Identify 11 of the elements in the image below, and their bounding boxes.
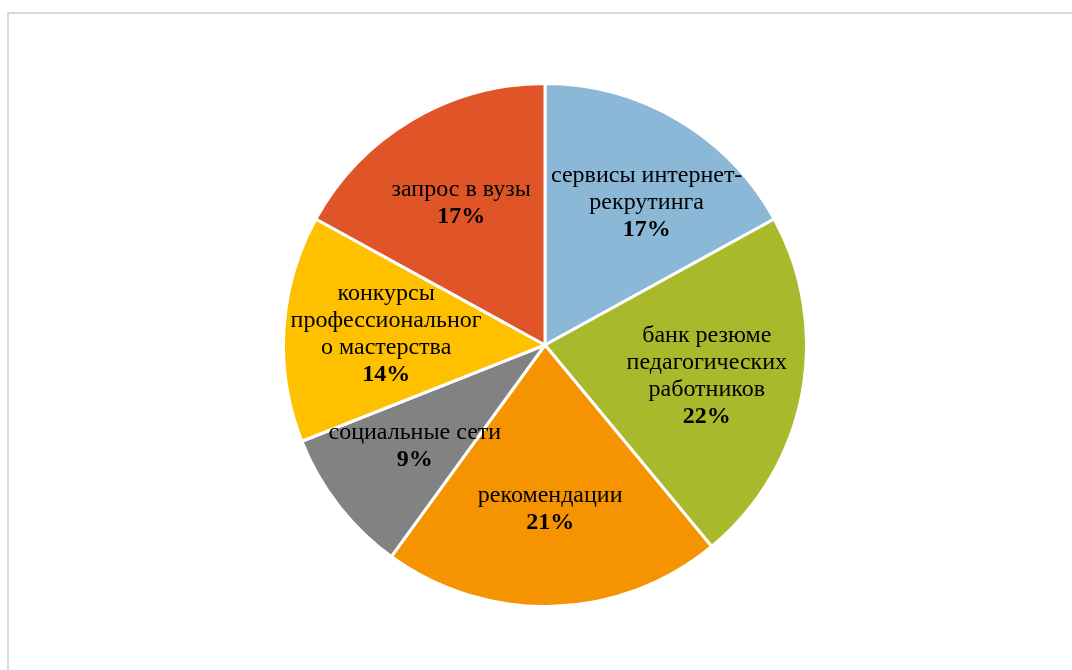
- data-label: 17%: [622, 215, 671, 242]
- data-label: 17%: [437, 201, 486, 228]
- slice-label: конкурсы профессионального мастерства: [290, 279, 482, 360]
- data-label: 21%: [526, 508, 575, 535]
- slice-label: банк резюме педагогических работников: [626, 320, 788, 401]
- data-label: 14%: [362, 360, 411, 387]
- data-label: 9%: [396, 444, 433, 471]
- slice-label: сервисы интернет-рекрутинга: [551, 161, 743, 215]
- data-label: 22%: [682, 401, 731, 428]
- slice-label: рекомендации: [477, 481, 623, 508]
- slice-label: запрос в вузы: [391, 174, 531, 201]
